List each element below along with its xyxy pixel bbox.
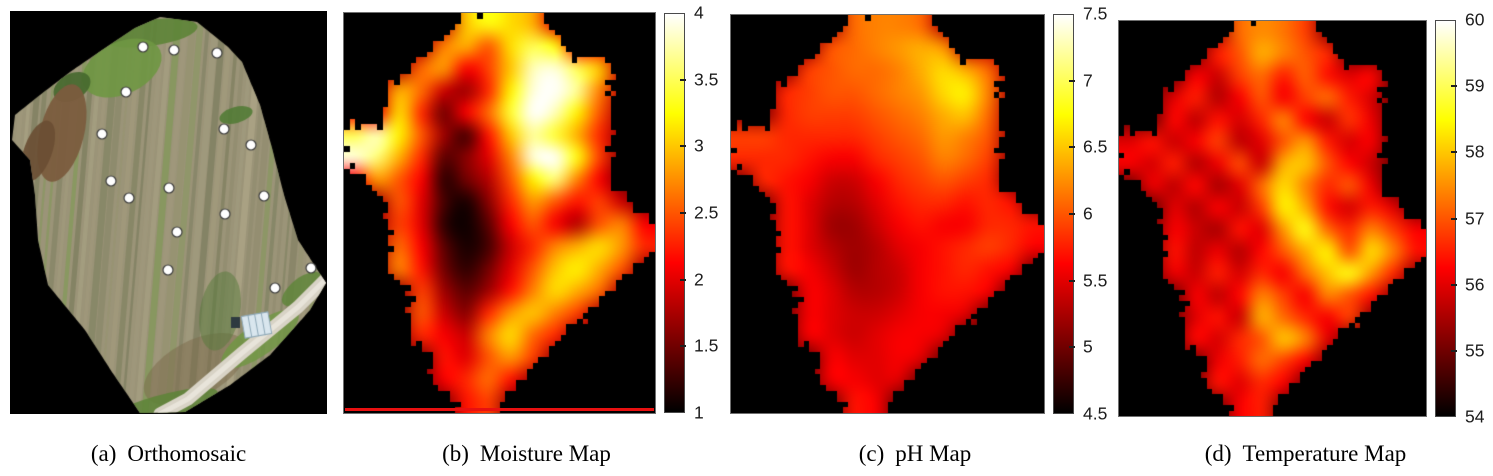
caption-c-index: (c) xyxy=(858,441,885,466)
colorbar-tick-label: 58 xyxy=(1465,141,1485,162)
caption-ph-map: (c) pH Map xyxy=(730,439,1100,469)
colorbar-tick-label: 3 xyxy=(694,135,704,156)
colorbar-tick-mark xyxy=(1451,217,1457,220)
colorbar-tick-label: 6 xyxy=(1083,203,1093,224)
panel-temperature-map xyxy=(1118,20,1427,417)
caption-d-index: (d) xyxy=(1204,441,1232,466)
colorbar-tick-mark xyxy=(680,345,686,348)
colorbar-tick-label: 2 xyxy=(694,269,704,290)
colorbar-tick-label: 5 xyxy=(1083,336,1093,357)
panel-orthomosaic xyxy=(10,11,327,414)
caption-c-text: pH Map xyxy=(895,441,972,466)
colorbar-tick-label: 5.5 xyxy=(1083,270,1108,291)
colorbar-tick-label: 56 xyxy=(1465,274,1485,295)
colorbar-tick-label: 7.5 xyxy=(1083,3,1108,24)
ph-heatmap xyxy=(731,15,1044,413)
moisture-colorbar: 4 3.5 3 2.5 2 1.5 1 xyxy=(664,3,724,423)
colorbar-tick-mark xyxy=(1069,213,1075,215)
colorbar-tick-mark xyxy=(1451,349,1457,352)
caption-moisture-map: (b) Moisture Map xyxy=(343,439,710,469)
colorbar-tick-mark xyxy=(680,278,686,281)
colorbar-tick-mark xyxy=(680,145,686,148)
colorbar-tick-label: 2.5 xyxy=(694,202,719,223)
colorbar-tick-mark xyxy=(1451,85,1457,88)
colorbar-tick-mark xyxy=(680,78,686,81)
colorbar-tick-label: 4.5 xyxy=(1083,403,1108,424)
panel-moisture-map xyxy=(343,12,656,414)
temperature-heatmap xyxy=(1119,21,1426,416)
caption-b-text: Moisture Map xyxy=(479,441,611,466)
colorbar-tick-mark xyxy=(680,212,686,214)
caption-orthomosaic: (a) Orthomosaic xyxy=(10,439,327,469)
caption-d-text: Temperature Map xyxy=(1242,441,1407,466)
ph-colorbar: 7.5 7 6.5 6 5.5 5 4.5 xyxy=(1053,4,1113,424)
colorbar-tick-mark xyxy=(1451,151,1457,154)
colorbar-tick-mark xyxy=(1069,146,1075,149)
colorbar-tick-label: 54 xyxy=(1465,406,1485,427)
caption-temperature-map: (d) Temperature Map xyxy=(1118,439,1493,469)
colorbar-tick-mark xyxy=(1069,279,1075,282)
colorbar-tick-mark xyxy=(1069,346,1075,349)
colorbar-tick-label: 59 xyxy=(1465,75,1485,96)
colorbar-tick-mark xyxy=(1451,283,1457,286)
colorbar-tick-label: 1 xyxy=(694,402,704,423)
caption-a-index: (a) xyxy=(90,441,117,466)
moisture-bottom-artifact-line xyxy=(345,408,654,411)
colorbar-tick-mark xyxy=(1069,79,1075,82)
colorbar-tick-label: 55 xyxy=(1465,340,1485,361)
panel-ph-map xyxy=(730,14,1045,414)
temperature-colorbar: 60 59 58 57 56 55 54 xyxy=(1435,10,1493,427)
orthomosaic-image xyxy=(10,11,327,414)
colorbar-tick-label: 1.5 xyxy=(694,335,719,356)
colorbar-tick-label: 60 xyxy=(1465,9,1485,30)
colorbar-tick-label: 7 xyxy=(1083,70,1093,91)
colorbar-tick-label: 3.5 xyxy=(694,69,719,90)
caption-a-text: Orthomosaic xyxy=(127,441,247,466)
moisture-heatmap xyxy=(344,13,655,413)
colorbar-tick-label: 6.5 xyxy=(1083,136,1108,157)
colorbar-tick-label: 4 xyxy=(694,2,704,23)
colorbar-tick-label: 57 xyxy=(1465,208,1485,228)
caption-b-index: (b) xyxy=(442,441,469,466)
